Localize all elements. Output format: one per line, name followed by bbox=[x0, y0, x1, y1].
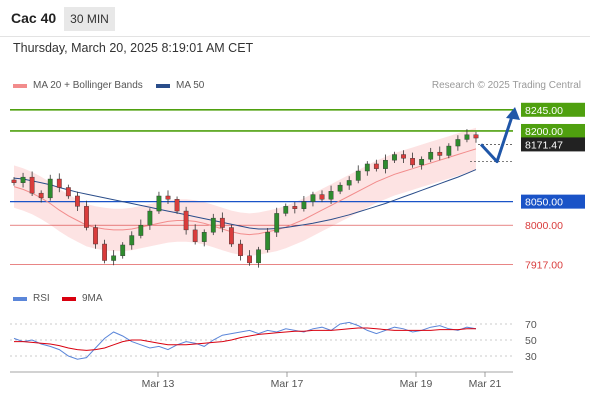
legend-rsi-label: RSI bbox=[33, 293, 50, 304]
candle-body bbox=[464, 134, 470, 140]
legend-rsi: RSI bbox=[13, 293, 50, 304]
level-label: 7917.00 bbox=[525, 259, 563, 271]
candle-body bbox=[201, 232, 207, 242]
x-tick-label: Mar 21 bbox=[469, 378, 502, 390]
x-tick-label: Mar 13 bbox=[142, 378, 175, 390]
candle-body bbox=[319, 194, 325, 200]
candle-body bbox=[138, 224, 144, 236]
ma20-line bbox=[13, 148, 477, 236]
rsi-swatch bbox=[13, 296, 27, 301]
candle-body bbox=[310, 194, 316, 202]
forecast-arrow-head bbox=[506, 106, 520, 120]
candle-body bbox=[111, 255, 117, 261]
timestamp: Thursday, March 20, 2025 8:19:01 AM CET bbox=[13, 41, 254, 55]
x-tick-label: Mar 17 bbox=[271, 378, 304, 390]
candle-body bbox=[238, 243, 243, 257]
rsi-ma-swatch bbox=[62, 296, 76, 301]
legend-ma20: MA 20 + Bollinger Bands bbox=[13, 80, 143, 91]
ma50-swatch bbox=[156, 83, 170, 88]
candle-body bbox=[292, 206, 298, 209]
level-label-bg bbox=[521, 137, 585, 152]
candle-body bbox=[38, 192, 44, 199]
candle-body bbox=[256, 249, 261, 264]
level-label-bg bbox=[521, 102, 585, 117]
candle-body bbox=[93, 227, 98, 245]
forecast-arrow bbox=[479, 113, 515, 164]
candle-body bbox=[102, 243, 107, 261]
chart-header: Cac 40 30 MIN bbox=[0, 0, 590, 36]
candle-body bbox=[419, 159, 425, 166]
candle-body bbox=[165, 195, 171, 200]
candle-body bbox=[328, 191, 334, 200]
bollinger-band bbox=[14, 127, 476, 256]
rsi-line bbox=[13, 321, 477, 360]
candle-body bbox=[301, 201, 307, 209]
candle-body bbox=[65, 187, 71, 197]
candle-body bbox=[337, 184, 343, 192]
candle-body bbox=[192, 229, 198, 242]
rsi-tick-label: 50 bbox=[525, 335, 537, 347]
candle-body bbox=[274, 213, 280, 233]
candle-body bbox=[355, 170, 361, 181]
candle-body bbox=[346, 180, 352, 186]
candle-body bbox=[283, 206, 289, 214]
candle-body bbox=[210, 217, 216, 233]
candle-body bbox=[120, 244, 126, 257]
legend-rsi-ma-label: 9MA bbox=[82, 293, 103, 304]
candle-body bbox=[29, 176, 35, 194]
candle-body bbox=[265, 232, 271, 250]
level-label-bg bbox=[521, 194, 585, 209]
candle-body bbox=[473, 134, 479, 139]
candle-body bbox=[20, 176, 26, 183]
candle-body bbox=[47, 178, 53, 199]
candle-body bbox=[446, 145, 452, 156]
candle-body bbox=[129, 235, 135, 246]
ma50-line bbox=[13, 169, 477, 230]
x-tick-label: Mar 19 bbox=[400, 378, 433, 390]
legend-rsi-ma: 9MA bbox=[62, 293, 103, 304]
candle-body bbox=[147, 210, 153, 226]
candle-body bbox=[183, 210, 189, 231]
level-label: 8050.00 bbox=[525, 197, 563, 209]
timeframe-button[interactable]: 30 MIN bbox=[64, 7, 115, 31]
candle-body bbox=[401, 154, 406, 159]
candle-body bbox=[75, 195, 80, 207]
level-label: 8171.47 bbox=[525, 139, 563, 151]
candle-body bbox=[229, 227, 234, 245]
candle-body bbox=[174, 199, 180, 212]
candle-body bbox=[428, 151, 434, 160]
candle-body bbox=[364, 163, 370, 172]
candle-body bbox=[383, 159, 388, 169]
legend-ma50: MA 50 bbox=[156, 80, 204, 91]
legend-ma20-label: MA 20 + Bollinger Bands bbox=[33, 80, 143, 91]
candle-body bbox=[437, 151, 443, 156]
level-label-bg bbox=[521, 123, 585, 138]
candle-body bbox=[84, 206, 89, 228]
candle-body bbox=[11, 179, 17, 183]
credit-text: Research © 2025 Trading Central bbox=[431, 80, 581, 91]
candle-body bbox=[56, 178, 62, 188]
rsi-ma-line bbox=[14, 327, 476, 351]
candle-body bbox=[219, 217, 225, 228]
legend-ma50-label: MA 50 bbox=[176, 80, 205, 91]
level-label: 8000.00 bbox=[525, 220, 563, 232]
instrument-title: Cac 40 bbox=[11, 10, 57, 26]
candle-body bbox=[392, 154, 397, 161]
rsi-tick-label: 70 bbox=[525, 319, 537, 331]
candle-body bbox=[455, 139, 461, 147]
candle-body bbox=[410, 158, 415, 166]
candle-body bbox=[247, 255, 252, 264]
candle-body bbox=[156, 195, 162, 212]
level-label: 8200.00 bbox=[525, 126, 563, 138]
level-label: 8245.00 bbox=[525, 105, 563, 117]
rsi-tick-label: 30 bbox=[525, 351, 537, 363]
ma20-swatch bbox=[13, 83, 27, 88]
candle-body bbox=[373, 163, 379, 169]
